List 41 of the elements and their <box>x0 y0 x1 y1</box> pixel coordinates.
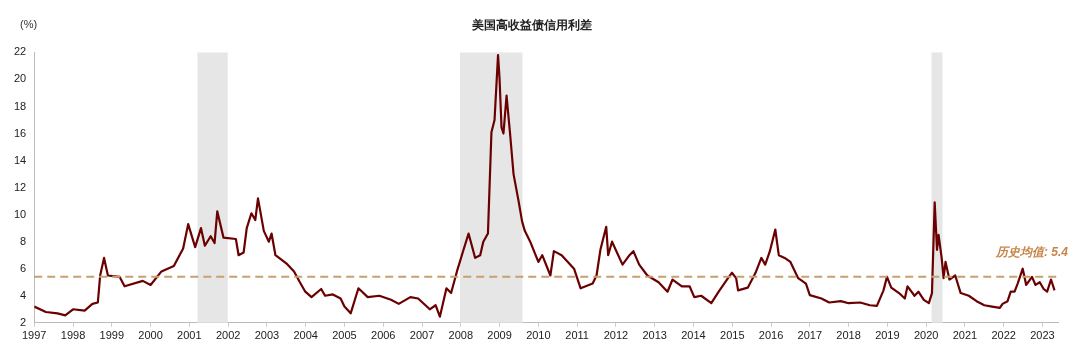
x-tick-label: 2014 <box>681 329 706 342</box>
x-tick-label: 2018 <box>836 329 861 342</box>
x-tick-label: 2008 <box>448 329 474 342</box>
x-tick-label: 2012 <box>603 329 629 342</box>
y-axis-title: (%) <box>20 18 38 31</box>
x-tick-label: 2009 <box>487 329 512 342</box>
x-tick-label: 2006 <box>371 329 396 342</box>
y-tick-label: 22 <box>13 45 27 58</box>
y-tick-label: 8 <box>20 234 27 247</box>
x-tick-label: 2013 <box>642 329 667 342</box>
x-tick-label: 2003 <box>254 329 280 342</box>
x-tick-label: 2011 <box>565 329 589 342</box>
x-tick-label: 2005 <box>332 329 357 342</box>
x-tick-label: 2007 <box>409 329 435 342</box>
y-tick-label: 16 <box>13 126 27 139</box>
x-tick-label: 2020 <box>913 329 939 342</box>
x-tick-label: 2017 <box>797 329 823 342</box>
x-tick-label: 2019 <box>875 329 900 342</box>
x-tick-label: 2000 <box>138 329 163 342</box>
y-tick-label: 4 <box>20 288 27 301</box>
y-tick-label: 10 <box>13 207 27 220</box>
ref-line-label: 历史均值: 5.4 <box>994 245 1069 260</box>
y-tick-label: 2 <box>20 315 27 328</box>
chart-title: 美国高收益债信用利差 <box>471 17 592 32</box>
x-tick-label: 1998 <box>60 329 86 342</box>
x-tick-label: 1997 <box>21 329 47 342</box>
y-tick-label: 20 <box>13 72 27 85</box>
x-tick-label: 2002 <box>215 329 241 342</box>
x-tick-label: 2010 <box>526 329 551 342</box>
x-tick-label: 2016 <box>758 329 784 342</box>
y-tick-label: 18 <box>13 99 27 112</box>
x-tick-label: 2004 <box>293 329 318 342</box>
x-tick-label: 2015 <box>720 329 745 342</box>
x-tick-label: 2023 <box>1030 329 1055 342</box>
x-tick-label: 2001 <box>177 329 202 342</box>
y-tick-label: 6 <box>20 261 27 274</box>
y-tick-label: 14 <box>13 153 27 166</box>
x-tick-label: 2021 <box>952 329 978 342</box>
y-tick-label: 12 <box>13 180 27 193</box>
x-tick-label: 1999 <box>99 329 125 342</box>
x-tick-label: 2022 <box>991 329 1016 342</box>
